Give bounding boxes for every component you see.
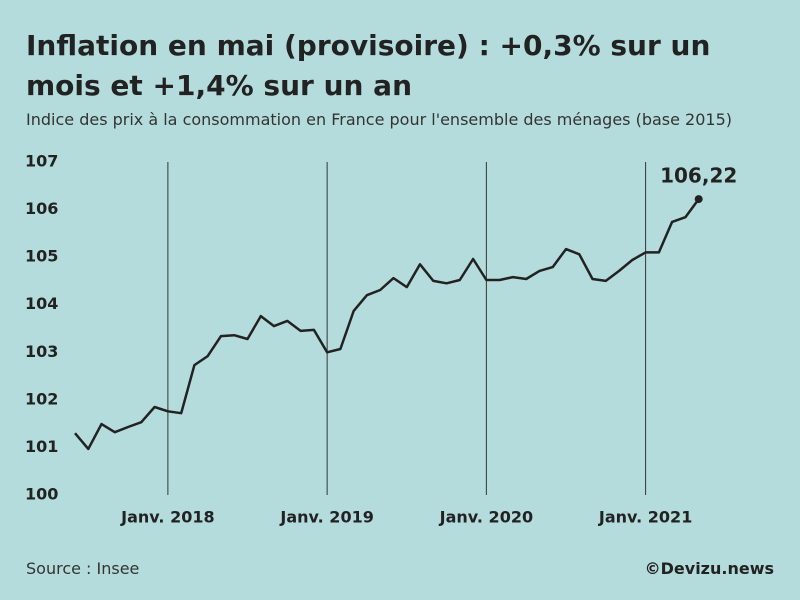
y-tick-label: 101 [25, 437, 58, 456]
x-tick-label: Janv. 2021 [598, 508, 692, 527]
x-tick-label: Janv. 2018 [120, 508, 214, 527]
chart-subtitle: Indice des prix à la consommation en Fra… [26, 110, 733, 129]
y-tick-label: 102 [25, 389, 58, 408]
y-tick-label: 104 [25, 294, 58, 313]
point [694, 195, 703, 204]
x-tick-label: Janv. 2020 [439, 508, 533, 527]
credit: ©Devizu.news [644, 559, 774, 578]
x-tick-label: Janv. 2019 [279, 508, 373, 527]
source: Source : Insee [26, 559, 140, 578]
y-tick-label: 103 [25, 342, 58, 361]
y-tick-label: 105 [25, 247, 58, 266]
chart-title: Inflation en mai (provisoire) : +0,3% su… [26, 29, 711, 102]
y-tick-label: 100 [25, 485, 58, 504]
y-tick-label: 106 [25, 199, 58, 218]
y-tick-label: 107 [25, 152, 58, 171]
line [74, 198, 700, 451]
data-label: 106,22 [660, 164, 737, 188]
